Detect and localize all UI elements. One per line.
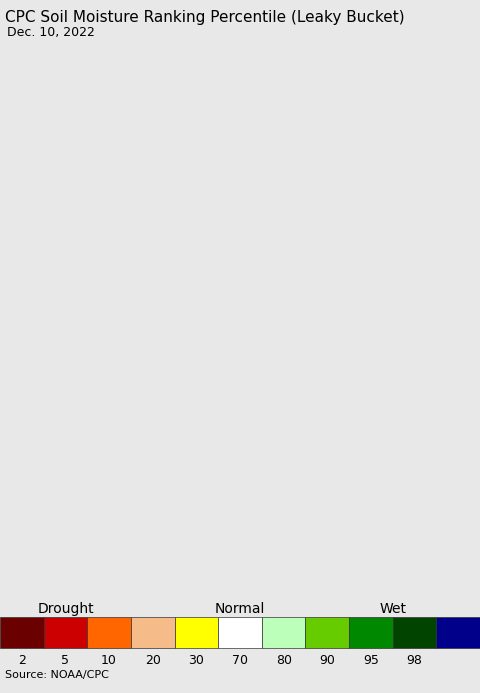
Bar [87,617,131,648]
Text: 95: 95 [363,653,379,667]
Bar [218,617,262,648]
Bar [393,617,436,648]
Text: 30: 30 [189,653,204,667]
Text: Drought: Drought [37,602,94,616]
Text: 2: 2 [18,653,26,667]
Bar [305,617,349,648]
Bar [436,617,480,648]
Text: Wet: Wet [379,602,406,616]
Text: Source: NOAA/CPC: Source: NOAA/CPC [5,670,108,681]
Text: Normal: Normal [215,602,265,616]
Text: 10: 10 [101,653,117,667]
Text: 5: 5 [61,653,70,667]
Text: CPC Soil Moisture Ranking Percentile (Leaky Bucket): CPC Soil Moisture Ranking Percentile (Le… [5,10,405,26]
Bar [349,617,393,648]
Bar [44,617,87,648]
Text: 90: 90 [319,653,335,667]
Text: Dec. 10, 2022: Dec. 10, 2022 [7,26,95,39]
Text: 98: 98 [407,653,422,667]
Bar [175,617,218,648]
Text: 80: 80 [276,653,292,667]
Bar [262,617,305,648]
Bar [131,617,175,648]
Text: 20: 20 [145,653,161,667]
Text: 70: 70 [232,653,248,667]
Bar [0,617,44,648]
